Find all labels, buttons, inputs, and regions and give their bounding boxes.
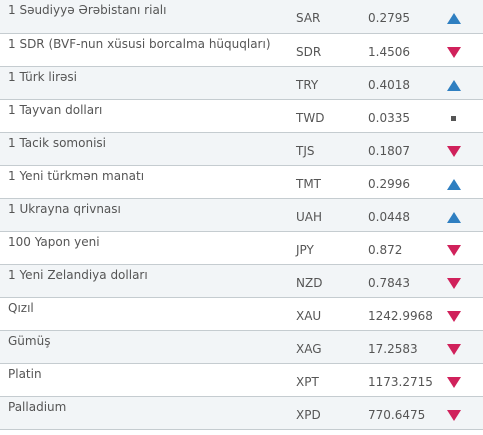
rate-row-xau: Qızıl XAU 1242.9968 [0, 297, 483, 331]
currency-code: NZD [288, 264, 368, 298]
rate-row-sdr: 1 SDR (BVF-nun xüsusi borcalma hüquqları… [0, 33, 483, 67]
rate-row-tjs: 1 Tacik somonisi TJS 0.1807 [0, 132, 483, 166]
rate-row-tmt: 1 Yeni türkmən manatı TMT 0.2996 [0, 165, 483, 199]
currency-name-cell: Platin [0, 363, 288, 397]
currency-rate-value: 0.4018 [368, 66, 443, 100]
currency-name-cell: 1 Yeni Zelandiya dolları [0, 264, 288, 298]
trend-cell [443, 396, 483, 430]
currency-name: Gümüş [8, 333, 51, 348]
currency-name: 1 Yeni Zelandiya dolları [8, 267, 148, 282]
currency-code: XPT [288, 363, 368, 397]
rate-row-twd: 1 Tayvan dolları TWD 0.0335 [0, 99, 483, 133]
currency-name-cell: Qızıl [0, 297, 288, 331]
triangle-down-icon [447, 409, 461, 421]
currency-rate-value: 0.7843 [368, 264, 443, 298]
triangle-up-icon [447, 178, 461, 190]
currency-code: TWD [288, 99, 368, 133]
trend-cell [443, 0, 483, 34]
triangle-up-icon [447, 79, 461, 91]
currency-code: TRY [288, 66, 368, 100]
currency-code: XAU [288, 297, 368, 331]
currency-rate-value: 1173.2715 [368, 363, 443, 397]
currency-rate-value: 0.2996 [368, 165, 443, 199]
currency-name-cell: 1 Türk lirəsi [0, 66, 288, 100]
currency-rate-value: 0.0335 [368, 99, 443, 133]
triangle-down-icon [447, 376, 461, 388]
currency-rate-value: 1242.9968 [368, 297, 443, 331]
currency-code: SDR [288, 33, 368, 67]
triangle-down-icon [447, 145, 461, 157]
trend-cell [443, 363, 483, 397]
currency-name: 1 Ukrayna qrivnası [8, 201, 121, 216]
currency-code: TMT [288, 165, 368, 199]
trend-cell [443, 297, 483, 331]
currency-name: 100 Yapon yeni [8, 234, 100, 249]
currency-name: Platin [8, 366, 42, 381]
currency-name: 1 Tacik somonisi [8, 135, 106, 150]
currency-name: Qızıl [8, 300, 34, 315]
currency-code: XAG [288, 330, 368, 364]
trend-cell [443, 165, 483, 199]
triangle-down-icon [447, 277, 461, 289]
currency-name-cell: 1 SDR (BVF-nun xüsusi borcalma hüquqları… [0, 33, 288, 67]
rate-row-uah: 1 Ukrayna qrivnası UAH 0.0448 [0, 198, 483, 232]
rate-row-xpt: Platin XPT 1173.2715 [0, 363, 483, 397]
currency-rate-value: 0.0448 [368, 198, 443, 232]
currency-rate-value: 0.2795 [368, 0, 443, 34]
currency-name-cell: 1 Səudiyyə Ərəbistanı rialı [0, 0, 288, 34]
triangle-down-icon [447, 244, 461, 256]
currency-rate-value: 770.6475 [368, 396, 443, 430]
trend-cell [443, 132, 483, 166]
currency-code: JPY [288, 231, 368, 265]
trend-cell [443, 99, 483, 133]
square-icon [451, 115, 456, 121]
currency-name-cell: 100 Yapon yeni [0, 231, 288, 265]
trend-cell [443, 66, 483, 100]
currency-rate-value: 0.872 [368, 231, 443, 265]
currency-name: Palladium [8, 399, 67, 414]
trend-cell [443, 198, 483, 232]
trend-cell [443, 264, 483, 298]
trend-cell [443, 33, 483, 67]
trend-cell [443, 231, 483, 265]
currency-name: 1 Yeni türkmən manatı [8, 168, 145, 183]
rate-row-nzd: 1 Yeni Zelandiya dolları NZD 0.7843 [0, 264, 483, 298]
currency-name-cell: 1 Tacik somonisi [0, 132, 288, 166]
triangle-up-icon [447, 13, 461, 25]
triangle-down-icon [447, 46, 461, 58]
currency-rate-value: 1.4506 [368, 33, 443, 67]
currency-rate-value: 17.2583 [368, 330, 443, 364]
rate-row-xag: Gümüş XAG 17.2583 [0, 330, 483, 364]
currency-name-cell: 1 Ukrayna qrivnası [0, 198, 288, 232]
currency-name: 1 Səudiyyə Ərəbistanı rialı [8, 3, 167, 17]
currency-name-cell: Palladium [0, 396, 288, 430]
currency-name-cell: 1 Tayvan dolları [0, 99, 288, 133]
currency-code: SAR [288, 0, 368, 34]
currency-name: 1 Türk lirəsi [8, 69, 78, 84]
currency-name-cell: Gümüş [0, 330, 288, 364]
rate-row-try: 1 Türk lirəsi TRY 0.4018 [0, 66, 483, 100]
currency-code: XPD [288, 396, 368, 430]
currency-name: 1 SDR (BVF-nun xüsusi borcalma hüquqları… [8, 36, 271, 51]
currency-name-cell: 1 Yeni türkmən manatı [0, 165, 288, 199]
rate-row-jpy: 100 Yapon yeni JPY 0.872 [0, 231, 483, 265]
triangle-down-icon [447, 343, 461, 355]
trend-cell [443, 330, 483, 364]
triangle-up-icon [447, 211, 461, 223]
currency-code: TJS [288, 132, 368, 166]
rate-row-sar: 1 Səudiyyə Ərəbistanı rialı SAR 0.2795 [0, 0, 483, 34]
triangle-down-icon [447, 310, 461, 322]
currency-name: 1 Tayvan dolları [8, 102, 103, 117]
currency-rate-value: 0.1807 [368, 132, 443, 166]
rate-row-xpd: Palladium XPD 770.6475 [0, 396, 483, 430]
currency-code: UAH [288, 198, 368, 232]
